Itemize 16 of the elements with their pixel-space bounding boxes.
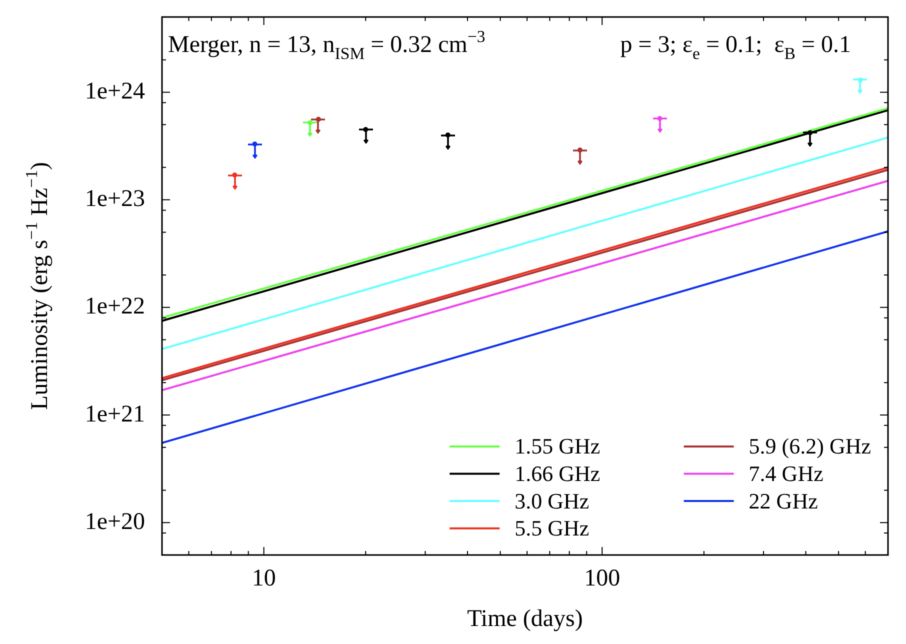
legend-label: 5.5 GHz [514,516,590,541]
y-tick-label: 1e+23 [84,186,145,212]
legend-label: 22 GHz [748,488,818,514]
y-tick-label: 1e+22 [84,294,145,320]
y-tick-label: 1e+24 [84,78,145,105]
legend-label: 5.9 (6.2) GHz [748,434,872,459]
y-tick-label: 1e+20 [84,508,145,535]
x-tick-label: 10 [252,566,276,592]
legend-label: 1.66 GHz [514,461,600,486]
legend-label: 3.0 GHz [514,488,590,514]
x-tick-label: 100 [584,566,620,592]
legend-label: 7.4 GHz [748,461,824,486]
y-tick-label: 1e+21 [84,401,145,428]
legend-label: 1.55 GHz [514,434,600,459]
y-axis-title: Luminosity (erg s−1 Hz−1) [22,162,53,410]
x-axis-title: Time (days) [467,606,583,632]
